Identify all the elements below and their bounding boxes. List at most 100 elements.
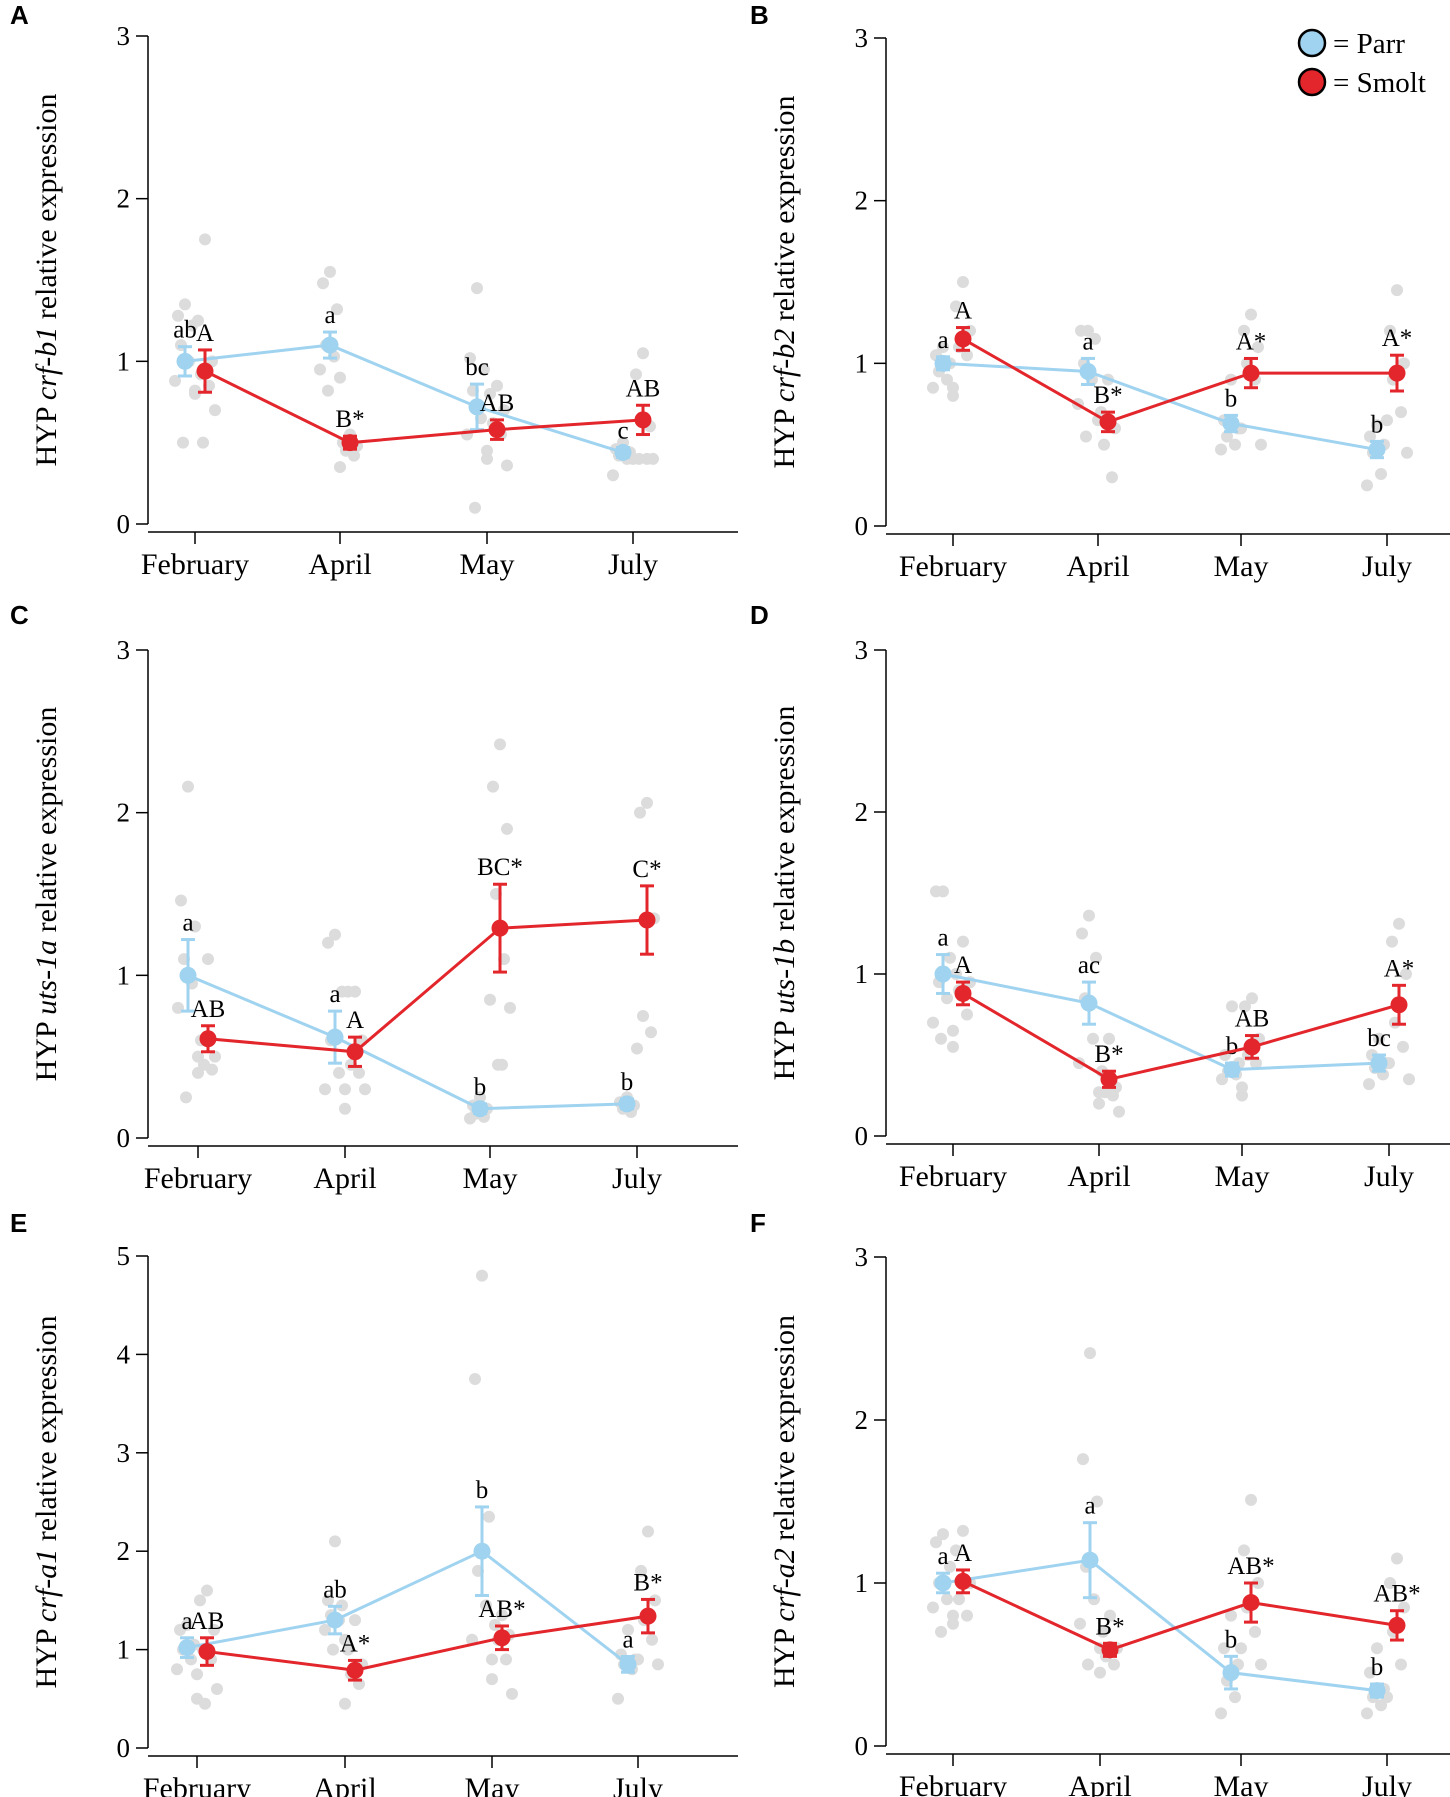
parr-raw-point [339,1633,351,1646]
panel-b: B 0 1 2 3 February April May July HYP crf-b2 rela… [750,0,1450,583]
smolt-series-line [207,918,648,1054]
parr-raw-point [327,1643,339,1656]
parr-raw-point [1089,332,1101,345]
x-tick-label-february: February [899,1770,1007,1797]
smolt-raw-point [1386,935,1398,948]
smolt-series-line [962,337,1397,424]
y-tick-label: 1 [855,959,869,989]
parr-significance-label: a [937,925,948,952]
parr-raw-point [464,1112,476,1125]
smolt-significance-label: B* [633,1569,662,1596]
smolt-mean-point [1101,1641,1119,1659]
smolt-raw-point [342,1643,354,1656]
smolt-mean-point [954,1572,972,1590]
panel-letter-d: D [750,600,769,630]
y-axis-label-suffix: relative expression [30,707,63,940]
x-tick-label-july: July [1362,550,1412,583]
smolt-mean-point [634,411,652,429]
y-axis-label: HYP crf-b1 relative expression [30,94,63,467]
smolt-raw-point [201,1584,213,1597]
smolt-significance-label: A* [1236,328,1267,355]
smolt-raw-point [947,381,959,394]
parr-raw-point [1077,1453,1089,1466]
parr-raw-point [1083,909,1095,922]
parr-mean-point [1370,1054,1388,1072]
parr-significance-label: a [329,981,340,1008]
parr-raw-point [474,1091,486,1104]
parr-raw-point [1084,1347,1096,1360]
parr-raw-point [478,363,490,376]
parr-mean-point [1079,362,1097,380]
smolt-raw-point [1098,438,1110,451]
smolt-mean-point [638,911,656,929]
y-tick-label: 5 [117,1241,131,1271]
parr-mean-point [179,966,197,984]
smolt-mean-point [639,1607,657,1625]
smolt-raw-point [1395,1658,1407,1671]
smolt-raw-point [961,1609,973,1622]
parr-raw-point [1091,1495,1103,1508]
smolt-raw-point [652,1658,664,1671]
x-tick-label-april: April [1066,550,1129,583]
parr-raw-point [1225,1609,1237,1622]
smolt-mean-point [1099,413,1117,431]
parr-raw-point [1363,1078,1375,1091]
parr-raw-point [927,381,939,394]
parr-raw-point [1373,1032,1385,1045]
smolt-raw-point [194,1594,206,1607]
smolt-raw-point [957,935,969,948]
y-axis-label-prefix: HYP [30,1622,63,1688]
smolt-raw-point [496,1609,508,1622]
y-tick-label: 2 [855,797,869,827]
x-tick-label-july: July [1362,1770,1412,1797]
panel-letter-a: A [10,0,29,30]
smolt-raw-point [191,1668,203,1681]
smolt-significance-label: AB [1235,1006,1270,1033]
y-tick-label: 4 [117,1339,131,1369]
parr-mean-point [321,336,339,354]
parr-raw-point [1226,1000,1238,1013]
parr-significance-label: a [182,910,193,937]
smolt-raw-point [957,276,969,288]
smolt-raw-point [1108,1658,1120,1671]
parr-series-line [942,972,1380,1072]
parr-raw-point [329,928,341,941]
parr-raw-point [941,1593,953,1606]
y-axis-label-prefix: HYP [768,1622,801,1688]
parr-raw-point [612,1692,624,1705]
smolt-raw-point [961,349,973,362]
y-axis-label: HYP uts-1a relative expression [30,707,63,1082]
parr-raw-point [1364,1666,1376,1679]
smolt-raw-point [1246,992,1258,1005]
smolt-raw-point [1391,284,1403,297]
parr-raw-point [1075,324,1087,337]
smolt-raw-point [1113,1105,1125,1118]
smolt-mean-point [346,1661,364,1679]
smolt-raw-point [1106,471,1118,484]
smolt-raw-point [641,796,653,809]
smolt-raw-point [496,1058,508,1071]
smolt-raw-point [481,444,493,457]
smolt-raw-point [1384,324,1396,337]
parr-mean-point [326,1028,344,1046]
smolt-raw-point [339,1697,351,1710]
x-tick-label-april: April [313,1772,376,1797]
x-tick-label-july: July [1364,1160,1414,1193]
parr-raw-point [469,501,481,514]
parr-raw-point [1229,438,1241,451]
parr-raw-point [483,1510,495,1523]
panel-c: C 0 1 2 3 February April May July HYP uts-1a rela… [10,600,738,1195]
y-axis-label: HYP uts-1b relative expression [768,706,801,1081]
smolt-mean-point [1388,1616,1406,1634]
y-tick-label: 2 [117,184,131,214]
smolt-significance-label: B* [1093,382,1122,409]
smolt-significance-label: B* [1095,1613,1124,1640]
smolt-significance-label: AB* [1373,1581,1420,1608]
panel-letter-b: B [750,0,769,30]
x-tick-label-april: April [313,1162,376,1195]
y-tick-label: 3 [855,635,869,665]
smolt-raw-point [334,461,346,474]
parr-raw-point [935,1032,947,1045]
y-tick-label: 0 [855,511,869,541]
smolt-series-line [204,369,644,445]
